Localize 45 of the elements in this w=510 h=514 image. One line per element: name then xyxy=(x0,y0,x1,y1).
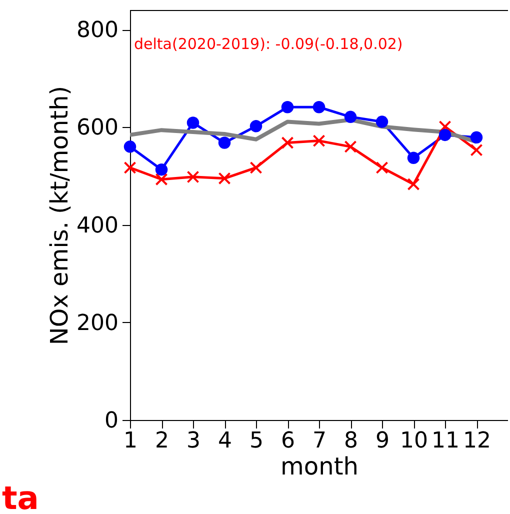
point xyxy=(376,116,388,128)
y-tick-label: 200 xyxy=(76,310,118,336)
y-tick-label: 400 xyxy=(76,213,118,238)
point xyxy=(376,161,388,174)
text: ta xyxy=(2,479,39,514)
point xyxy=(470,131,483,144)
point xyxy=(407,152,420,164)
point xyxy=(218,172,231,185)
point xyxy=(344,110,357,124)
point xyxy=(155,163,168,176)
x-tick-label: 6 xyxy=(281,428,295,454)
x-tick-label: 5 xyxy=(250,428,264,454)
x-axis-title: month xyxy=(280,452,358,480)
point xyxy=(155,173,168,186)
point xyxy=(312,134,326,148)
y-tick-label: 800 xyxy=(76,18,118,44)
x-tick-label: 1 xyxy=(124,428,138,454)
x-tick-label: 12 xyxy=(463,428,491,454)
point xyxy=(281,136,294,150)
point xyxy=(218,136,231,149)
point xyxy=(438,120,452,133)
x-tick-label: 8 xyxy=(344,428,358,454)
point xyxy=(124,161,136,174)
x-tick-label: 3 xyxy=(186,428,200,454)
point xyxy=(312,101,326,114)
point xyxy=(281,101,294,114)
point xyxy=(186,116,200,129)
point xyxy=(186,170,200,184)
y-tick-label: 0 xyxy=(104,408,118,434)
point xyxy=(250,161,262,174)
y-tick-label: 600 xyxy=(76,116,118,141)
point xyxy=(470,144,483,156)
x-tick-label: 2 xyxy=(155,428,169,454)
x-tick-label: 10 xyxy=(400,428,428,454)
point xyxy=(344,140,357,153)
y-axis-title: NOx emis. (kt/month) xyxy=(46,86,74,346)
x-tick-label: 4 xyxy=(218,428,232,454)
annotation: delta(2020-2019): -0.09(-0.18,0.02) xyxy=(134,35,403,53)
point xyxy=(407,178,420,190)
point xyxy=(250,120,262,132)
point xyxy=(438,128,452,142)
x-tick-label: 11 xyxy=(432,428,460,454)
point xyxy=(124,140,136,153)
x-tick-label: 9 xyxy=(376,428,390,454)
x-tick-label: 7 xyxy=(312,428,326,454)
